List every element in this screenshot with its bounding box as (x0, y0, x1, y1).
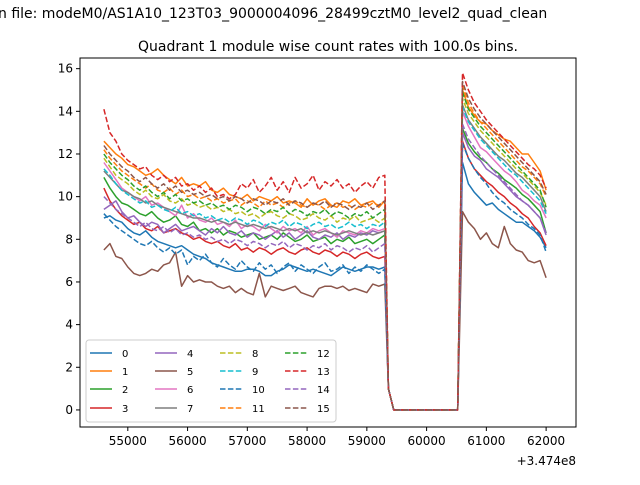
y-tick-label: 2 (65, 360, 73, 374)
x-tick-label: 60000 (408, 434, 446, 448)
legend-label-0: 0 (122, 349, 128, 360)
y-tick-label: 8 (65, 232, 73, 246)
y-tick-label: 0 (65, 403, 73, 417)
series-line-9 (103, 106, 547, 411)
legend-label-7: 7 (187, 404, 193, 415)
legend-label-4: 4 (187, 349, 193, 360)
legend-label-12: 12 (317, 349, 330, 360)
legend-label-3: 3 (122, 404, 128, 415)
x-offset-label: +3.474e8 (517, 454, 576, 468)
axis-layer: 55000 56000 57000 58000 59000 60000 61000 62000… (58, 62, 565, 448)
y-tick-label: 14 (58, 104, 73, 118)
x-tick-label: 59000 (348, 434, 386, 448)
series-line-1 (103, 89, 547, 411)
y-tick-label: 6 (65, 275, 73, 289)
series-line-2 (103, 127, 547, 411)
legend-label-6: 6 (187, 385, 193, 396)
legend-label-9: 9 (252, 367, 258, 378)
series-line-5 (103, 210, 547, 411)
series-line-15 (103, 80, 547, 411)
legend-label-1: 1 (122, 367, 128, 378)
x-tick-label: 55000 (109, 434, 147, 448)
series-line-11 (103, 84, 547, 411)
legend-label-15: 15 (317, 404, 330, 415)
series-line-14 (103, 123, 547, 411)
legend-label-8: 8 (252, 349, 258, 360)
series-line-8 (103, 97, 547, 411)
figure-suptitle: n file: modeM0/AS1A10_123T03_9000004096_… (0, 6, 547, 22)
legend-label-5: 5 (187, 367, 193, 378)
y-tick-label: 10 (58, 190, 73, 204)
series-line-10 (103, 142, 547, 411)
x-tick-label: 57000 (228, 434, 266, 448)
y-tick-label: 4 (65, 318, 73, 332)
x-tick-label: 56000 (168, 434, 206, 448)
series-line-4 (103, 131, 547, 411)
series-line-0 (103, 161, 547, 411)
legend-label-14: 14 (317, 385, 330, 396)
legend-label-2: 2 (122, 385, 128, 396)
series-layer (103, 72, 547, 411)
legend-box (85, 339, 337, 423)
chart-title: Quadrant 1 module wise count rates with … (138, 39, 518, 55)
series-line-7 (103, 104, 547, 411)
legend-label-11: 11 (252, 404, 265, 415)
plot-frame (79, 57, 577, 428)
x-tick-label: 58000 (288, 434, 326, 448)
y-tick-label: 16 (58, 62, 73, 76)
series-line-13 (103, 72, 547, 411)
x-tick-label: 62000 (527, 434, 565, 448)
legend-label-13: 13 (317, 367, 330, 378)
legend-label-10: 10 (252, 385, 265, 396)
x-tick-label: 61000 (467, 434, 505, 448)
y-tick-label: 12 (58, 147, 73, 161)
series-line-12 (103, 91, 547, 411)
